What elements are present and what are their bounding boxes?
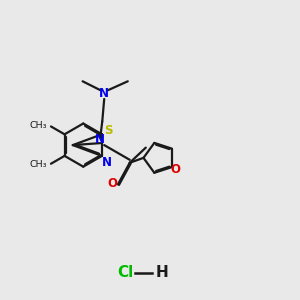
Text: Cl: Cl xyxy=(117,265,134,280)
Text: O: O xyxy=(107,177,117,190)
Text: CH₃: CH₃ xyxy=(29,160,47,169)
Text: H: H xyxy=(155,265,168,280)
Text: S: S xyxy=(105,124,113,137)
Text: CH₃: CH₃ xyxy=(29,121,47,130)
Text: N: N xyxy=(102,156,112,169)
Text: N: N xyxy=(95,133,105,146)
Text: O: O xyxy=(171,163,181,176)
Text: N: N xyxy=(99,87,109,100)
